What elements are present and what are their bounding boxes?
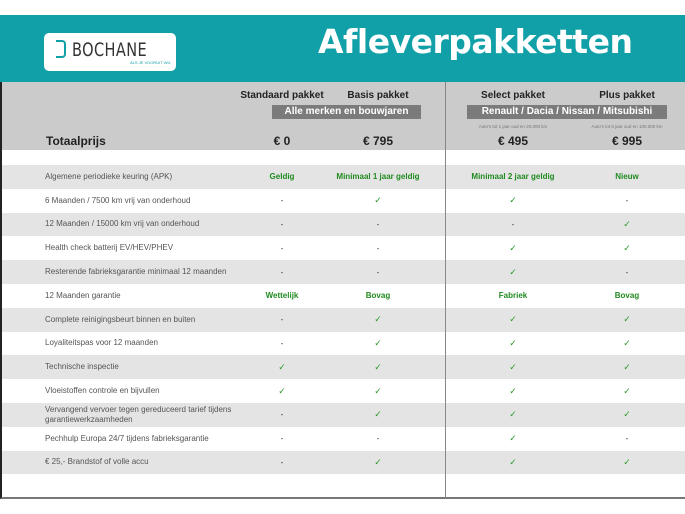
- feature-label: Resterende fabrieksgarantie minimaal 12 …: [45, 267, 227, 277]
- check-icon: ✓: [623, 385, 631, 396]
- check-icon: ✓: [374, 409, 382, 420]
- check-icon: ✓: [374, 385, 382, 396]
- feature-label: Health check batterij EV/HEV/PHEV: [45, 243, 174, 253]
- dash-cell: -: [280, 315, 284, 325]
- check-icon: ✓: [374, 337, 382, 348]
- dash-cell: -: [625, 267, 629, 277]
- package-name: Select pakket: [481, 90, 545, 101]
- feature-label: Algemene periodieke keuring (APK): [45, 171, 173, 181]
- feature-label: Vervangend vervoer tegen gereduceerd tar…: [45, 404, 232, 424]
- check-icon: ✓: [374, 195, 382, 206]
- feature-label: Vloeistoffen controle en bijvullen: [45, 386, 160, 396]
- feature-label: Complete reinigingsbeurt binnen en buite…: [45, 314, 196, 324]
- feature-label: € 25,- Brandstof of volle accu: [45, 457, 149, 467]
- value-cell: Minimaal 2 jaar geldig: [471, 172, 555, 182]
- feature-label: 12 Maanden / 15000 km vrij van onderhoud: [45, 219, 200, 229]
- value-cell: Geldig: [269, 172, 295, 182]
- dash-cell: -: [625, 196, 629, 206]
- dash-cell: -: [376, 219, 380, 229]
- logo-icon: [56, 40, 66, 58]
- price: € 995: [611, 134, 643, 148]
- dash-cell: -: [280, 410, 284, 420]
- price: € 495: [497, 134, 529, 148]
- table-row: Health check batterij EV/HEV/PHEV - - ✓ ✓: [2, 236, 685, 260]
- value-cell: Minimaal 1 jaar geldig: [336, 172, 420, 182]
- value-cell: Wettelijk: [265, 291, 299, 301]
- table-row: Technische inspectie ✓ ✓ ✓ ✓: [2, 355, 685, 380]
- check-icon: ✓: [374, 361, 382, 372]
- table-row: Pechhulp Europa 24/7 tijdens fabrieksgar…: [2, 427, 685, 451]
- table-row: 12 Maanden / 15000 km vrij van onderhoud…: [2, 212, 685, 237]
- check-icon: ✓: [623, 314, 631, 325]
- table-row: 12 Maanden garantie Wettelijk Bovag Fabriek…: [2, 284, 685, 308]
- value-cell: Bovag: [365, 291, 391, 301]
- dash-cell: -: [511, 219, 515, 229]
- dash-cell: -: [376, 267, 380, 277]
- check-icon: ✓: [509, 456, 517, 467]
- check-icon: ✓: [509, 337, 517, 348]
- feature-label: Pechhulp Europa 24/7 tijdens fabrieksgar…: [45, 433, 209, 443]
- check-icon: ✓: [374, 314, 382, 325]
- feature-label: 12 Maanden garantie: [45, 290, 121, 300]
- feature-label: Loyaliteitspas voor 12 maanden: [45, 338, 158, 348]
- value-cell: Bovag: [614, 291, 640, 301]
- column-divider: [445, 82, 446, 498]
- check-icon: ✓: [509, 433, 517, 444]
- package-name: Plus pakket: [599, 90, 655, 101]
- feature-label: Technische inspectie: [45, 362, 119, 372]
- feature-label: 6 Maanden / 7500 km vrij van onderhoud: [45, 195, 191, 205]
- dash-cell: -: [280, 457, 284, 467]
- check-icon: ✓: [509, 361, 517, 372]
- check-icon: ✓: [623, 218, 631, 229]
- table-row: Loyaliteitspas voor 12 maanden - ✓ ✓ ✓: [2, 332, 685, 356]
- table-row: 6 Maanden / 7500 km vrij van onderhoud - ✓…: [2, 189, 685, 213]
- table-row: Algemene periodieke keuring (APK) Geldig M…: [2, 165, 685, 189]
- table-row: Complete reinigingsbeurt binnen en buite…: [2, 307, 685, 332]
- page-title: Afleverpakketten: [318, 22, 633, 61]
- check-icon: ✓: [509, 266, 517, 277]
- package-note: Auto's tot 1 jaar oud en 20.000 km: [478, 124, 548, 129]
- dash-cell: -: [376, 243, 380, 253]
- check-icon: ✓: [623, 456, 631, 467]
- table-frame: [0, 15, 685, 499]
- package-note: Auto's tot 5 jaar oud en 100.000 km: [591, 124, 663, 129]
- check-icon: ✓: [509, 195, 517, 206]
- check-icon: ✓: [374, 456, 382, 467]
- logo: BOCHANE ALS JE VOORUIT WIL: [44, 33, 176, 71]
- dash-cell: -: [280, 267, 284, 277]
- check-icon: ✓: [509, 409, 517, 420]
- price: € 795: [362, 134, 394, 148]
- check-icon: ✓: [623, 242, 631, 253]
- dash-cell: -: [625, 434, 629, 444]
- dash-cell: -: [280, 196, 284, 206]
- dash-cell: -: [280, 219, 284, 229]
- package-name: Standaard pakket: [240, 90, 324, 101]
- group-brands: Renault / Dacia / Nissan / Mitsubishi: [467, 105, 667, 119]
- value-cell: Fabriek: [498, 291, 528, 301]
- price: € 0: [273, 134, 291, 148]
- logo-tagline: ALS JE VOORUIT WIL: [130, 60, 171, 65]
- table-row: Vervangend vervoer tegen gereduceerd tar…: [2, 403, 685, 427]
- package-name: Basis pakket: [347, 90, 409, 101]
- logo-text: BOCHANE: [72, 39, 148, 61]
- value-cell: Nieuw: [615, 172, 639, 182]
- check-icon: ✓: [509, 314, 517, 325]
- check-icon: ✓: [623, 361, 631, 372]
- total-label: Totaalprijs: [46, 134, 106, 148]
- check-icon: ✓: [623, 409, 631, 420]
- group-all-brands: Alle merken en bouwjaren: [272, 105, 421, 119]
- check-icon: ✓: [509, 385, 517, 396]
- check-icon: ✓: [278, 385, 286, 396]
- dash-cell: -: [280, 243, 284, 253]
- dash-cell: -: [376, 434, 380, 444]
- check-icon: ✓: [509, 242, 517, 253]
- table-row: € 25,- Brandstof of volle accu - ✓ ✓ ✓: [2, 450, 685, 475]
- check-icon: ✓: [278, 361, 286, 372]
- dash-cell: -: [280, 338, 284, 348]
- check-icon: ✓: [623, 337, 631, 348]
- dash-cell: -: [280, 434, 284, 444]
- table-row: Resterende fabrieksgarantie minimaal 12 …: [2, 260, 685, 284]
- table-row: Vloeistoffen controle en bijvullen ✓ ✓ ✓ ✓: [2, 379, 685, 403]
